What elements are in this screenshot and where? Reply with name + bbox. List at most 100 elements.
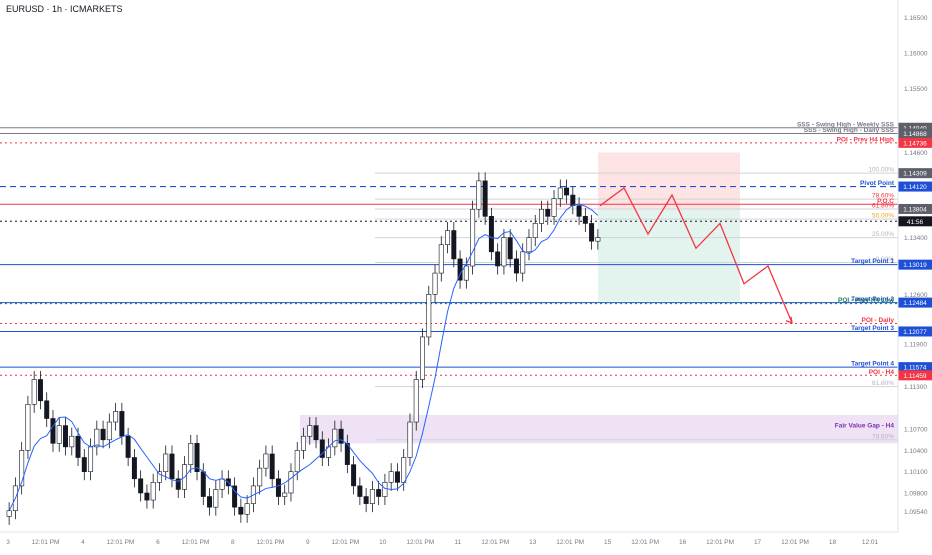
candle-body-80: [507, 237, 513, 260]
candle-body-55: [351, 464, 357, 487]
level-label-12: Target Point 1: [851, 258, 894, 265]
fvg-zone: [300, 414, 898, 444]
level-label-0: SSS - Swing High - Weekly SSS: [797, 121, 895, 128]
x-tick-10: 10: [379, 539, 387, 546]
candle-body-79: [501, 237, 507, 267]
price-tag-bg-12: [898, 259, 932, 270]
candle-body-63: [401, 457, 407, 483]
x-tick-16: 15: [604, 539, 612, 546]
price-tag-12: 1.13019: [903, 262, 927, 269]
candle-body-48: [307, 425, 313, 437]
candle-body-4: [31, 379, 37, 405]
price-tick-7: 1.11300: [904, 384, 927, 391]
x-tick-13: 12:01 PM: [481, 539, 509, 546]
x-tick-0: 3: [6, 539, 10, 546]
price-tag-2: 1.14736: [903, 140, 927, 147]
candle-body-19: [125, 435, 131, 458]
x-tick-22: 18: [829, 539, 837, 546]
projection-path: [599, 186, 793, 323]
x-tick-14: 13: [529, 539, 537, 546]
candle-body-66: [420, 336, 425, 380]
price-tag-1: 1.14868: [903, 131, 927, 138]
candle-body-11: [75, 435, 81, 458]
x-tick-3: 12:01 PM: [107, 539, 135, 546]
candle-body-7: [50, 418, 56, 444]
price-tick-12: 1.09540: [904, 509, 928, 516]
candle-body-64: [407, 421, 413, 458]
level-label-14: POI - Prev H4 Low: [838, 297, 895, 304]
level-label-8: 50.00%: [872, 213, 894, 220]
candle-body-32: [207, 496, 213, 508]
candle-body-69: [438, 244, 444, 274]
price-tick-3: 1.14600: [904, 150, 928, 157]
price-tag-bg-2: [898, 137, 932, 148]
candle-body-40: [257, 467, 263, 487]
candle-body-14: [94, 428, 100, 448]
candle-body-15: [100, 428, 106, 441]
x-tick-20: 17: [754, 539, 762, 546]
candle-body-0: [6, 510, 12, 517]
x-tick-19: 12:01 PM: [706, 539, 734, 546]
candle-body-56: [357, 485, 363, 497]
price-tag-bg-9: [898, 216, 932, 227]
price-tag-bg-3: [898, 168, 932, 179]
candle-body-74: [470, 208, 476, 267]
candle-body-71: [451, 230, 457, 260]
price-tick-9: 1.10400: [904, 448, 928, 455]
price-tick-11: 1.09800: [904, 490, 928, 497]
candle-body-41: [263, 453, 269, 469]
price-tag-bg-4: [898, 181, 932, 192]
price-tag-9: 41:56: [907, 219, 924, 226]
candle-body-60: [382, 482, 388, 497]
level-label-6: P.O.C: [877, 198, 894, 205]
level-label-10: 25.00%: [872, 231, 894, 238]
candle-body-8: [56, 425, 62, 444]
candle-body-65: [413, 379, 419, 423]
candle-body-87: [551, 198, 557, 217]
price-tag-bg-16: [898, 326, 932, 337]
candle-body-25: [163, 453, 169, 473]
price-tag-4: 1.14120: [903, 184, 927, 191]
price-tick-2: 1.15500: [904, 86, 928, 93]
level-label-16: Target Point 3: [851, 325, 894, 332]
level-label-5: 78.60%: [872, 193, 894, 200]
x-tick-12: 11: [454, 539, 461, 546]
x-tick-11: 12:01 PM: [406, 539, 434, 546]
price-tag-bg-0: [898, 122, 932, 133]
candle-body-86: [545, 208, 551, 217]
candle-body-77: [488, 216, 494, 253]
level-label-15: POI - Daily: [861, 317, 894, 324]
chart-title: EURUSD · 1h · ICMARKETS: [6, 4, 123, 14]
candle-body-67: [426, 294, 432, 338]
candle-body-24: [156, 471, 162, 483]
price-tag-17: 1.11574: [903, 365, 926, 372]
level-label-7: 61.80%: [872, 202, 894, 209]
candle-body-47: [301, 435, 306, 451]
x-tick-8: 9: [306, 539, 310, 546]
candle-body-34: [219, 478, 225, 490]
x-tick-18: 16: [679, 539, 687, 546]
candle-body-73: [463, 265, 469, 281]
candle-body-62: [394, 471, 400, 483]
candle-body-18: [119, 411, 125, 437]
price-tag-3: 1.14309: [903, 171, 927, 178]
candle-body-6: [44, 400, 50, 419]
candle-body-36: [232, 485, 238, 508]
candle-body-2: [19, 450, 25, 487]
price-tag-bg-7: [898, 203, 932, 214]
level-label-18: POI - H4: [869, 369, 895, 376]
price-tag-13: 1.12484: [903, 300, 927, 307]
x-tick-4: 6: [156, 539, 160, 546]
x-tick-2: 4: [81, 539, 85, 546]
x-tick-6: 8: [231, 539, 235, 546]
candle-body-43: [275, 478, 281, 497]
x-tick-15: 12:01 PM: [556, 539, 584, 546]
candle-body-57: [363, 496, 369, 504]
candle-body-33: [213, 489, 219, 508]
candle-body-84: [532, 223, 538, 238]
candle-body-82: [520, 251, 526, 274]
candle-body-59: [376, 489, 382, 497]
projection-arrow: [785, 316, 793, 324]
candle-body-68: [432, 272, 438, 295]
